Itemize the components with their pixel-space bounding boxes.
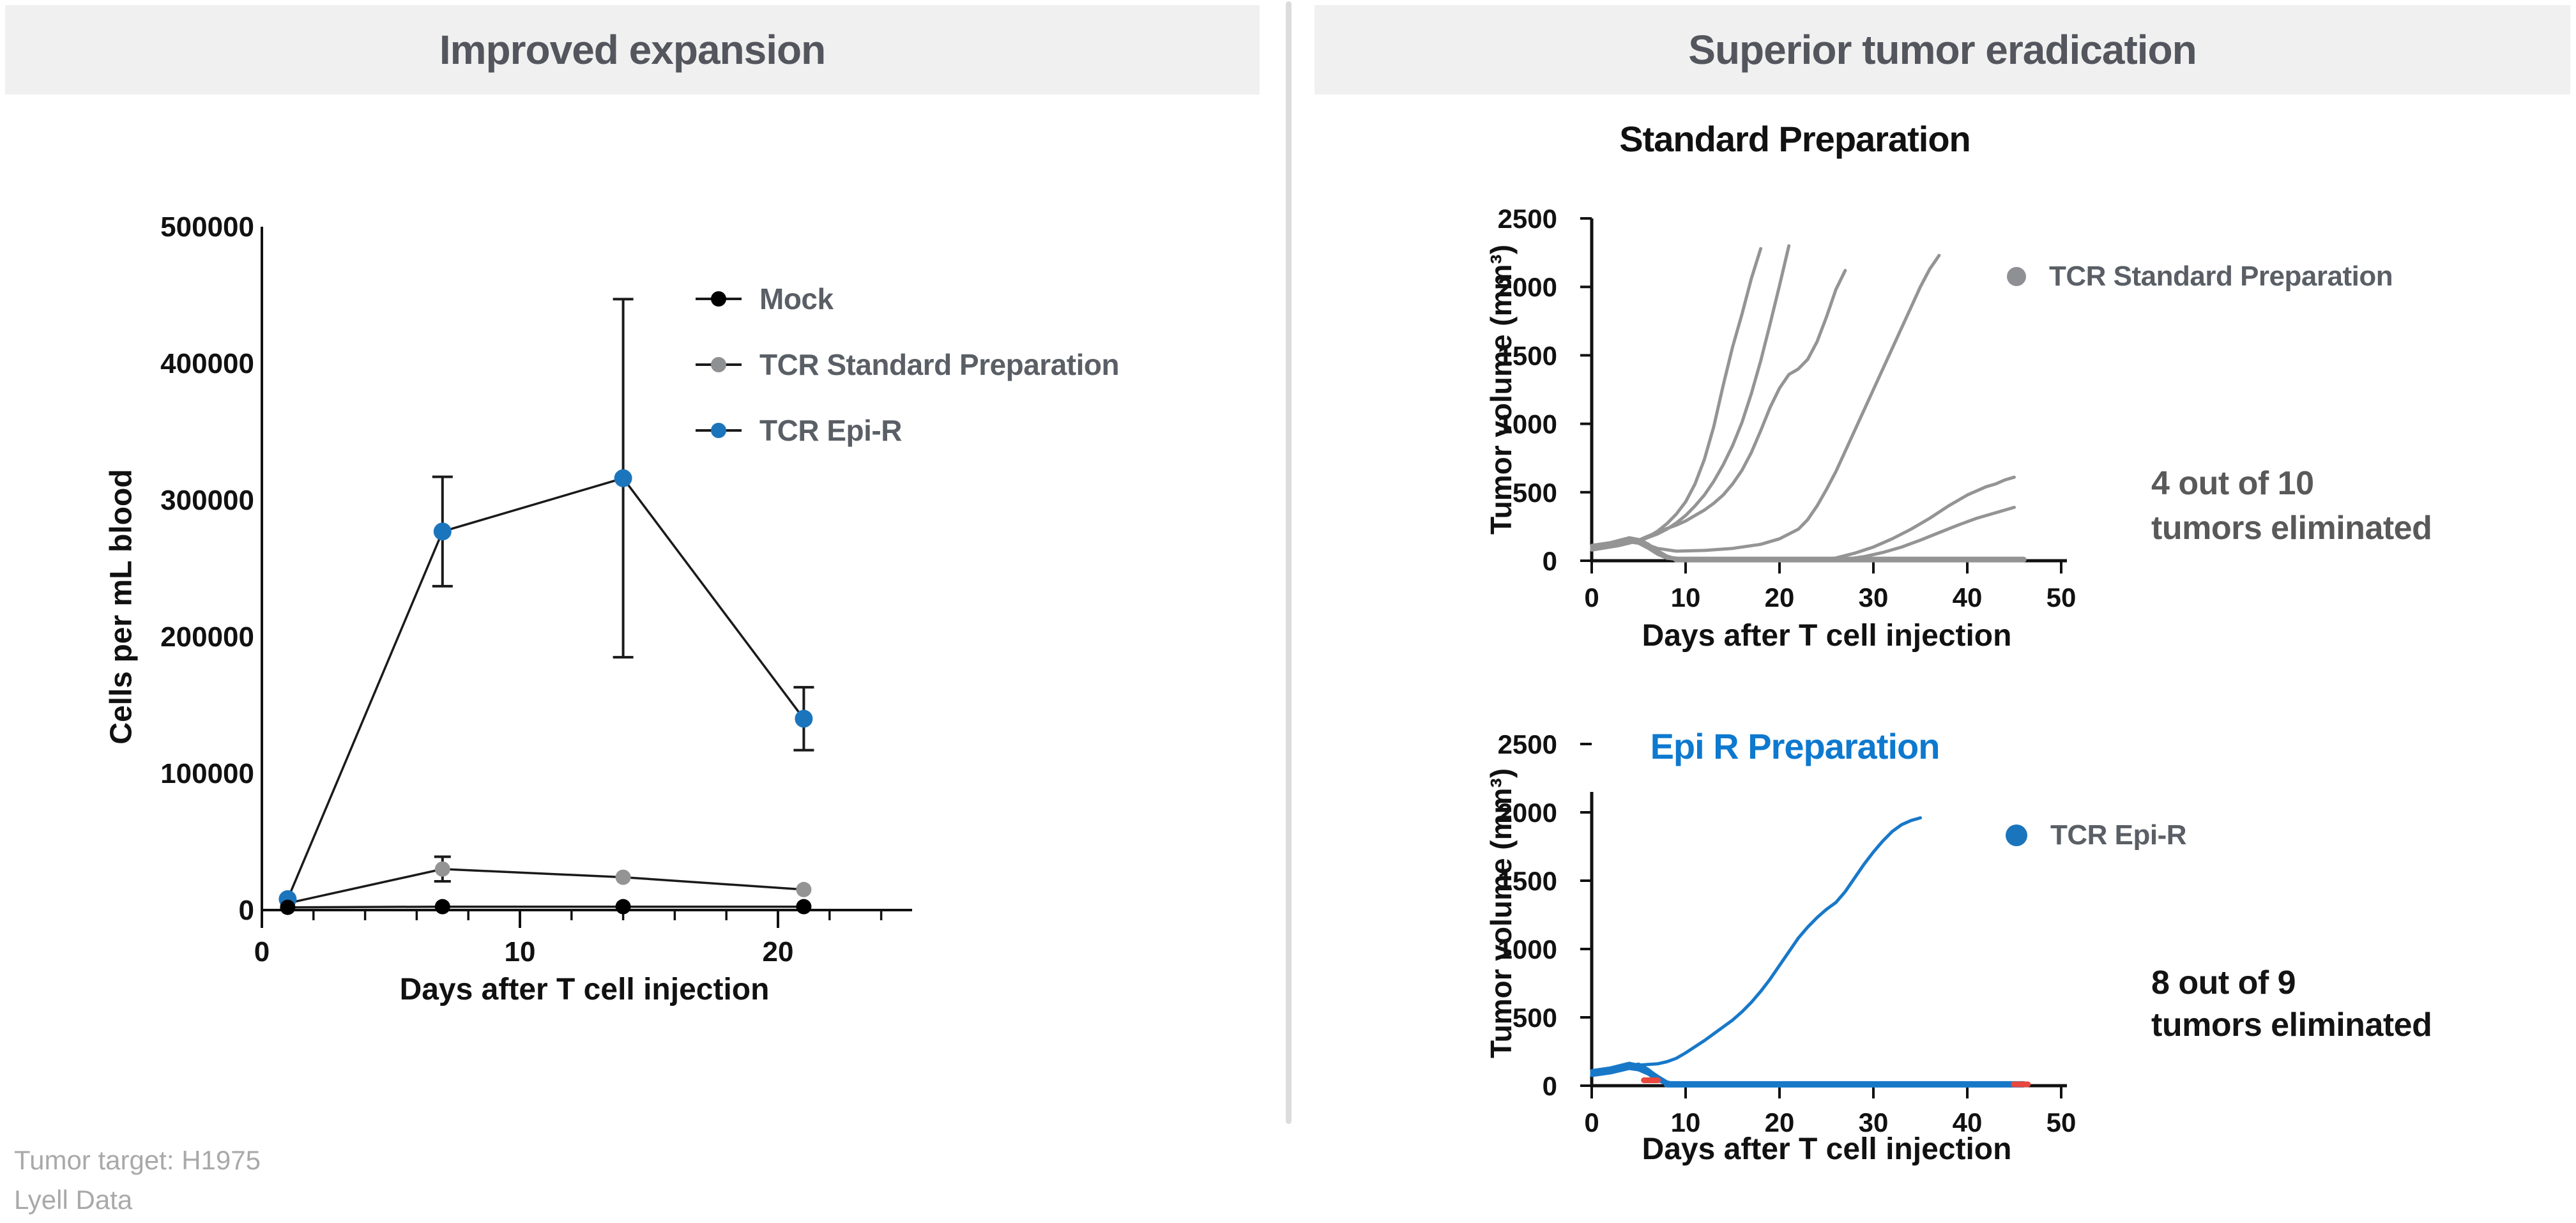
marker-mock [434,899,450,915]
epir_prep-x-tick-label: 20 [1765,1107,1795,1137]
standard_prep-y-tick-label: 2000 [1498,272,1557,302]
expansion-x-axis-label: Days after T cell injection [399,973,770,1007]
epir_prep-y-tick-label: 1500 [1498,866,1557,896]
expansion-line-1 [287,868,804,905]
expansion-y-axis-label: Cells per mL blood [104,469,139,745]
epir-prep-legend: TCR Epi-R [2006,819,2187,851]
marker-tcr-epi-r [795,710,813,728]
legend-item-tcr-epir: TCR Epi-R [696,414,1119,447]
legend-item-tcr-standard: TCR Standard Preparation [696,348,1120,381]
expansion-legend: Mock TCR Standard Preparation TCR Epi-R [696,282,1120,480]
mock-marker-icon [696,289,742,309]
epir_prep-y-tick-label: 1000 [1498,934,1557,964]
standard-prep-legend: TCR Standard Preparation [2007,261,2393,292]
expansion-x-tick-label: 0 [254,936,270,968]
standard_prep-x-tick-label: 20 [1765,582,1795,612]
standard-prep-y-axis-label: Tumor volume (mm³) [1484,244,1518,535]
epir_prep-x-tick-label: 30 [1859,1107,1889,1137]
expansion-line-0 [287,905,804,909]
panel-title-right: Superior tumor eradication [1688,27,2197,73]
expansion-x-tick-label: 20 [763,936,794,968]
legend-label-tcr-standard: TCR Standard Preparation [759,348,1120,381]
standard-prep-x-axis-label: Days after T cell injection [1642,619,2012,653]
epir_prep-plot: 0 500 1000 1500 2000 2500 0 10 20 30 40 50 [1498,729,2077,1137]
epir_prep-x-tick-label: 40 [1953,1107,1983,1137]
marker-tcr-standard-preparation [434,861,450,877]
epir_prep-curve-0 [1590,816,1922,1074]
standard_prep-x-tick-label: 0 [1584,582,1599,612]
legend-label-tcr-epir: TCR Epi-R [759,414,902,447]
marker-mock [280,899,296,915]
epir-prep-legend-label: TCR Epi-R [2050,819,2187,851]
expansion-y-tick-label: 200000 [160,621,254,653]
epir-prep-x-axis-label: Days after T cell injection [1642,1132,2012,1166]
panel-divider [1286,1,1292,1124]
expansion-y-tick-label: 400000 [160,348,254,379]
footer-note: Tumor target: H1975 Lyell Data [14,1141,261,1220]
tcr-standard-legend-dot-icon [2007,267,2026,286]
annotation-standard-line1: 4 out of 10 [2151,465,2314,502]
epir_prep-x-tick-label: 50 [2046,1107,2077,1137]
standard-prep-title: Standard Preparation [1619,119,1970,159]
tcr-epir-marker-icon [696,420,742,441]
standard_prep-curve-3 [1590,254,1941,553]
footer-line-1: Tumor target: H1975 [14,1145,261,1175]
standard_prep-y-tick-label: 500 [1513,478,1557,508]
standard_prep-y-tick-label: 2500 [1498,204,1557,234]
epir_prep-y-tick-label: 2500 [1498,729,1557,759]
standard_prep-y-tick-label: 0 [1543,546,1557,576]
marker-mock [796,899,812,915]
expansion-y-tick-label: 500000 [160,211,254,243]
standard_prep-x-tick-label: 30 [1859,582,1889,612]
epir_prep-x-tick-label: 0 [1584,1107,1599,1137]
annotation-standard-line2: tumors eliminated [2151,510,2432,547]
annotation-epir-line2: tumors eliminated [2151,1007,2432,1044]
standard_prep-curve-0 [1590,247,1763,549]
marker-tcr-standard-preparation [615,869,631,885]
annotation-epir-prep: 8 out of 9 tumors eliminated [2151,962,2432,1046]
epir_prep-y-tick-label: 0 [1543,1071,1557,1101]
standard_prep-x-tick-label: 50 [2046,582,2077,612]
panel-header-right: Superior tumor eradication [1315,5,2570,95]
tcr-epir-legend-dot-icon [2006,824,2027,846]
expansion-line-2 [286,476,805,900]
footer-line-2: Lyell Data [14,1185,133,1215]
epir-prep-y-axis-label: Tumor volume (mm³) [1484,768,1518,1059]
standard_prep-x-tick-label: 10 [1671,582,1701,612]
expansion-y-tick-label: 300000 [160,485,254,516]
marker-tcr-epi-r [614,469,632,487]
expansion-plot: 0 100000 200000 300000 400000 500000 0 10 20 [160,211,912,968]
panel-header-left: Improved expansion [5,5,1260,95]
standard_prep-curve-2 [1590,269,1847,547]
panel-title-left: Improved expansion [439,27,826,73]
expansion-x-tick-label: 10 [505,936,536,968]
expansion-y-tick-label: 0 [239,895,254,926]
annotation-standard-prep: 4 out of 10 tumors eliminated [2151,461,2432,551]
standard-prep-legend-label: TCR Standard Preparation [2049,261,2393,292]
standard_prep-curve-9 [1590,536,2025,561]
standard_prep-x-tick-label: 40 [1953,582,1983,612]
standard_prep-y-tick-label: 1000 [1498,409,1557,439]
annotation-epir-line1: 8 out of 9 [2151,964,2296,1001]
standard_prep-y-tick-label: 1500 [1498,340,1557,370]
legend-item-mock: Mock [696,282,1119,315]
expansion-y-tick-label: 100000 [160,758,254,789]
epir_prep-x-tick-label: 10 [1671,1107,1701,1137]
marker-mock [615,899,631,915]
epir-prep-title: Epi R Preparation [1650,726,1940,766]
marker-tcr-epi-r [433,522,452,541]
tcr-standard-marker-icon [696,354,742,375]
epir_prep-y-tick-label: 2000 [1498,798,1557,828]
epir_prep-y-tick-label: 500 [1513,1003,1557,1033]
standard_prep-curve-1 [1590,244,1791,551]
standard_prep-plot: 0 500 1000 1500 2000 2500 0 10 20 30 40 50 [1498,204,2077,612]
marker-tcr-standard-preparation [796,881,812,897]
legend-label-mock: Mock [759,282,834,315]
